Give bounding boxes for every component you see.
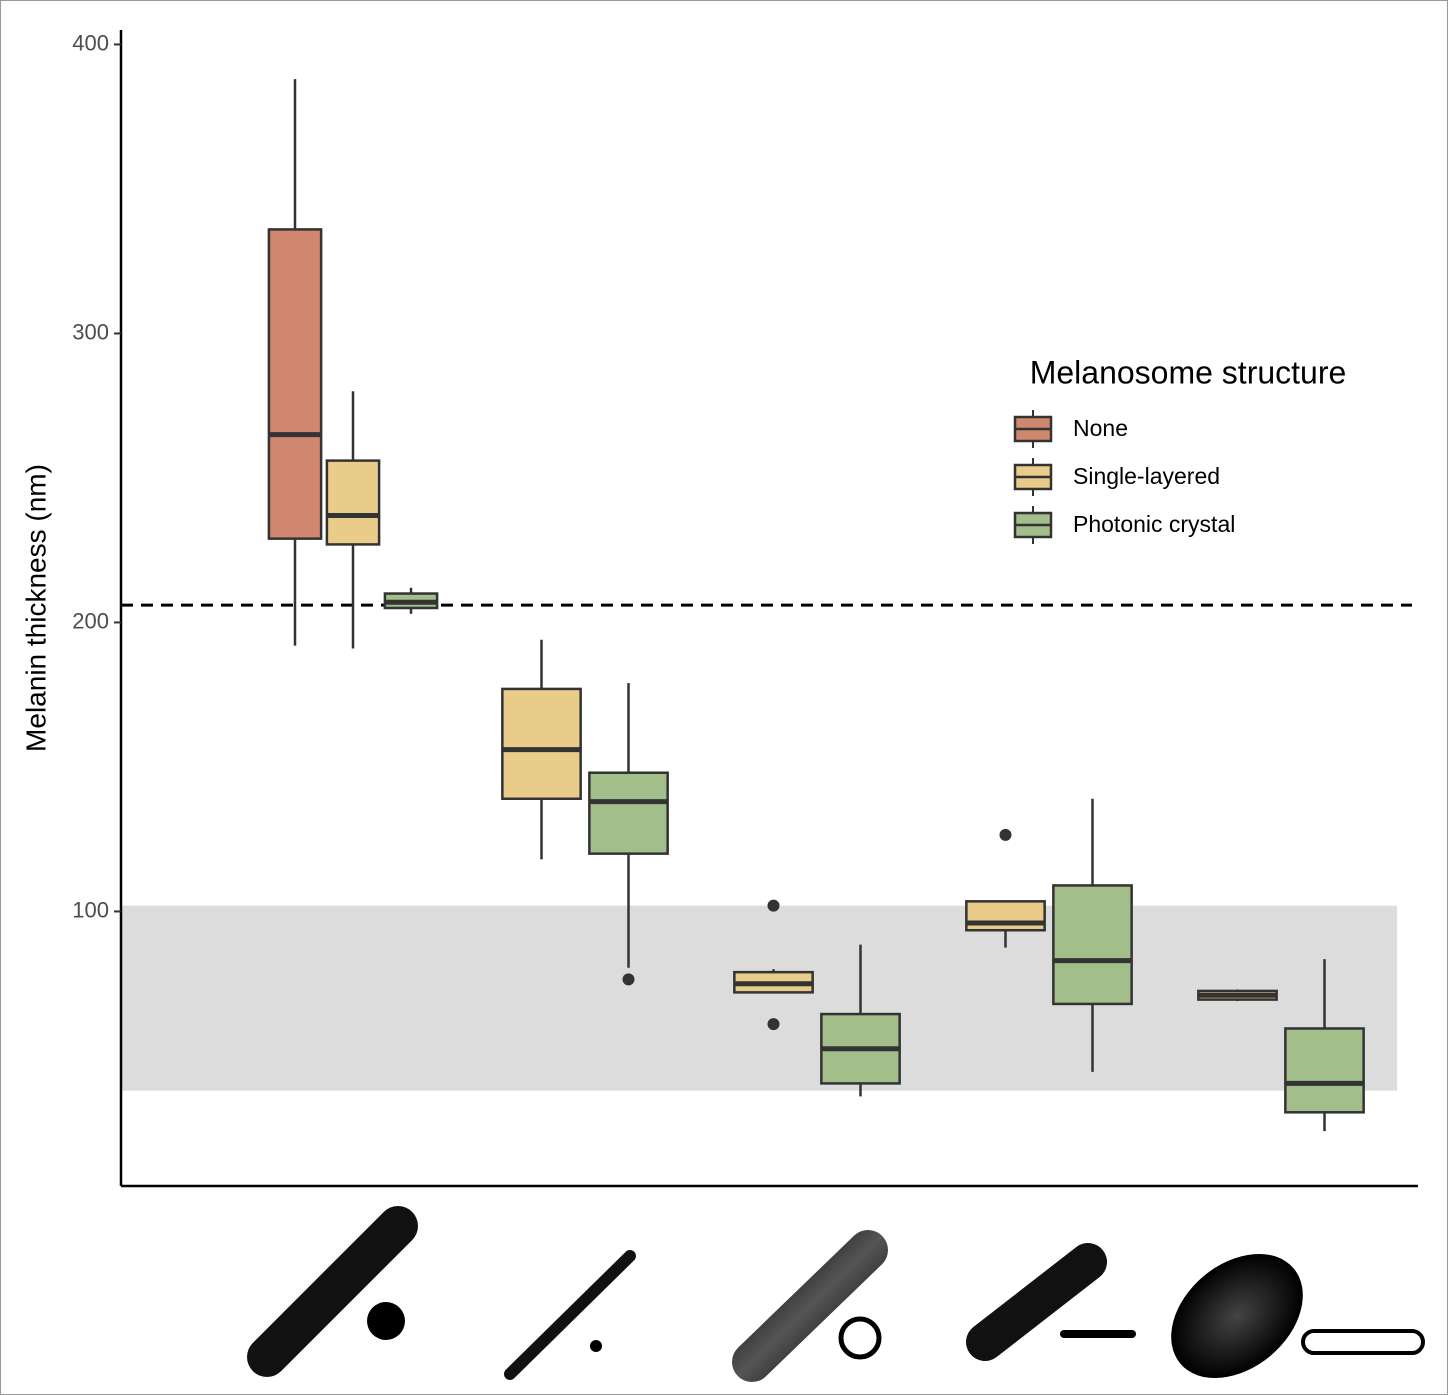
melanosome-oval: [1147, 1229, 1327, 1395]
plot-area: 100 200 300 400: [72, 30, 1418, 1186]
y-axis-label: Melanin thickness (nm): [20, 464, 51, 752]
outlier: [768, 1018, 780, 1030]
box: [966, 901, 1044, 930]
y-tick-label: 200: [72, 608, 109, 633]
chart: 100 200 300 400 Melanin thickness (nm) Mela…: [0, 0, 1448, 1395]
box: [589, 773, 667, 854]
melanosome-rod: [510, 1256, 630, 1374]
legend-title: Melanosome structure: [1030, 354, 1347, 390]
melanosome-section: [1303, 1331, 1423, 1353]
y-tick-label: 100: [72, 897, 109, 922]
legend-label: Photonic crystal: [1073, 511, 1235, 537]
box: [327, 461, 379, 545]
melanosome-rod: [752, 1250, 868, 1362]
box: [502, 689, 580, 799]
melanosome-section: [841, 1319, 879, 1357]
melanosome-section: [367, 1302, 405, 1340]
box: [1285, 1028, 1363, 1112]
illustrations: [267, 1226, 1423, 1395]
outlier: [768, 900, 780, 912]
y-tick-label: 300: [72, 319, 109, 344]
y-tick-label: 400: [72, 30, 109, 55]
melanosome-section: [590, 1340, 602, 1352]
outlier: [1000, 829, 1012, 841]
box: [1053, 885, 1131, 1003]
outlier: [623, 973, 635, 985]
legend-label: None: [1073, 415, 1128, 441]
legend-label: Single-layered: [1073, 463, 1220, 489]
box: [269, 229, 321, 538]
